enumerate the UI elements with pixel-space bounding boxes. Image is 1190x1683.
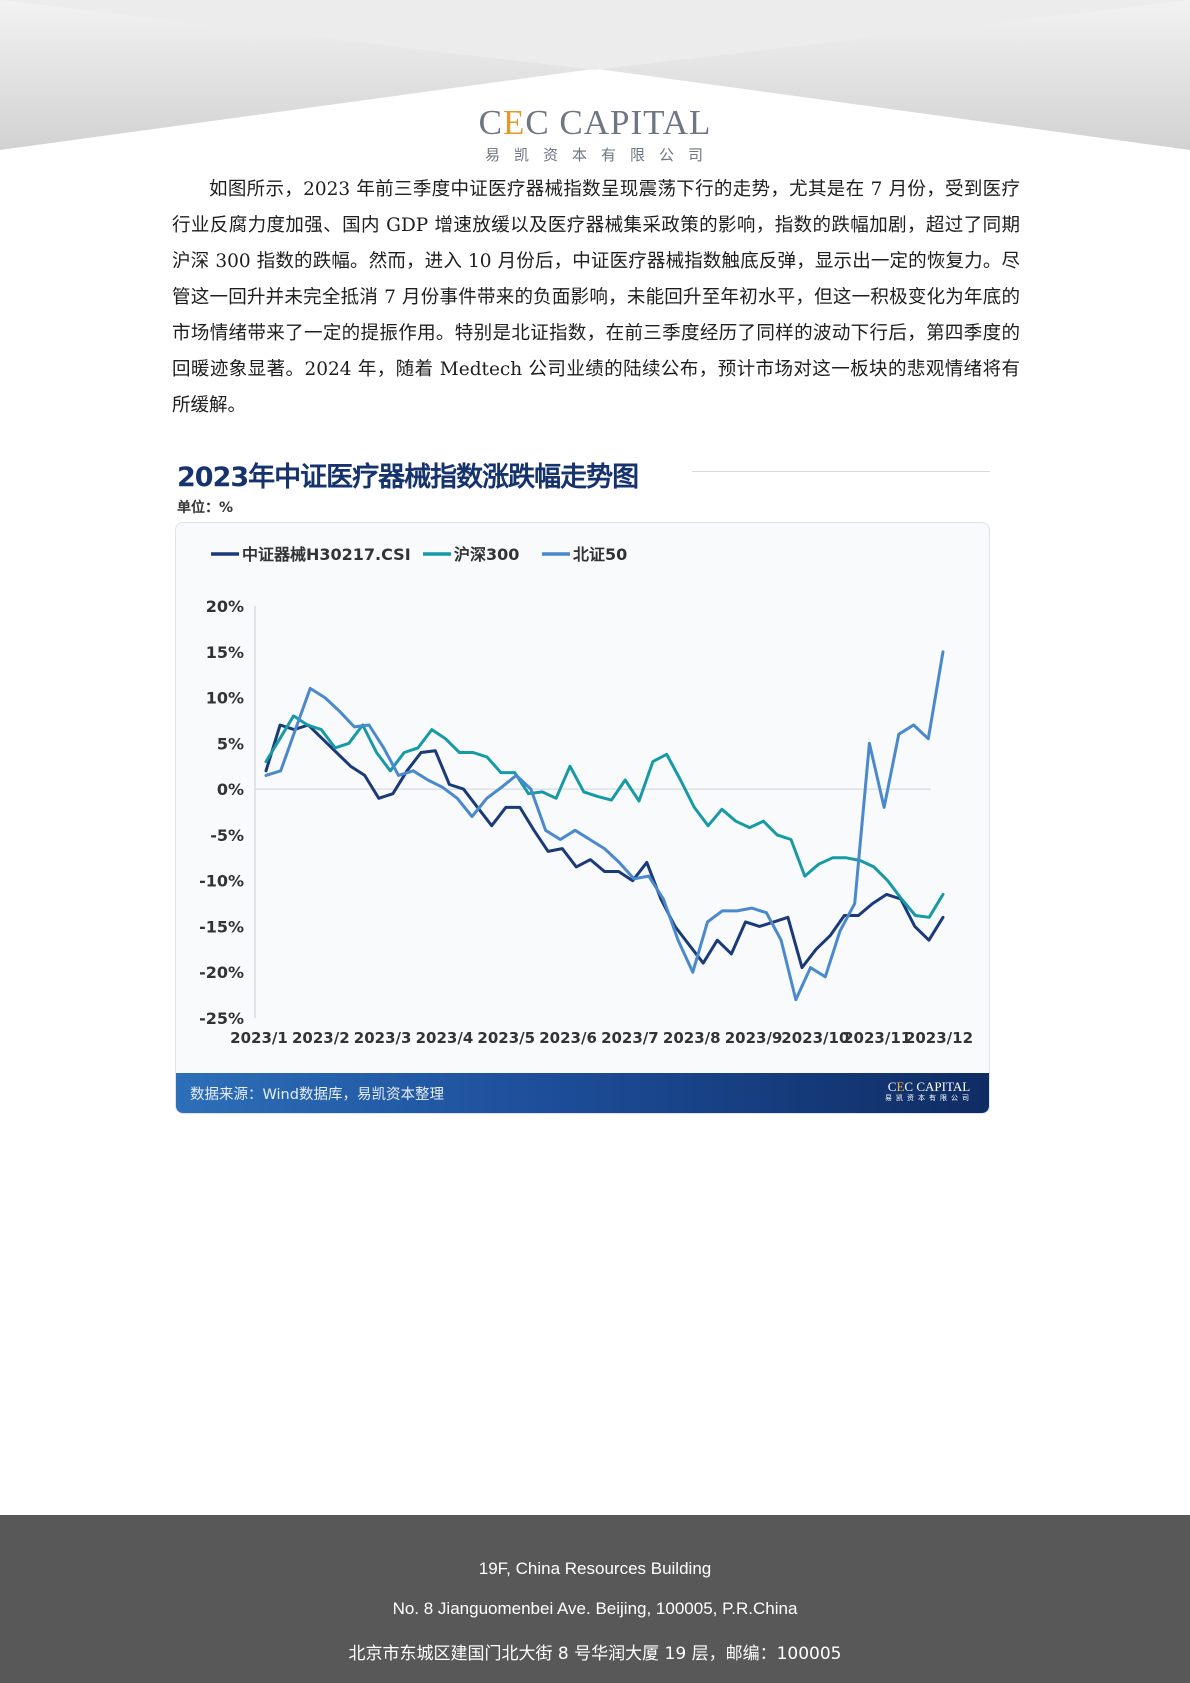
y-tick-label: -10% [199, 872, 244, 891]
x-tick-label: 2023/1 [230, 1029, 288, 1047]
y-tick-label: -20% [199, 963, 244, 982]
series-line-2 [264, 714, 945, 919]
address-line-3: 北京市东城区建国门北大街 8 号华润大厦 19 层，邮编：100005 [348, 1644, 842, 1664]
chart-card: 20% 15% 10% 5% 0% -5% -10% -15% -20% -25% 2023/1 20… [175, 522, 990, 1114]
data-source: 数据来源：Wind数据库，易凯资本整理 [190, 1087, 444, 1103]
chart-logo: CEC CAPITAL 易凯资本有限公司 [885, 1079, 973, 1103]
logo-chinese: 易凯资本有限公司 [484, 146, 717, 164]
chart-source-bar: 数据来源：Wind数据库，易凯资本整理 CEC CAPITAL 易凯资本有限公司 [176, 1073, 989, 1113]
body-paragraph: 如图所示，2023 年前三季度中证医疗器械指数呈现震荡下行的走势，尤其是在 7 … [172, 179, 1020, 416]
x-tick-label: 2023/3 [354, 1029, 412, 1047]
x-tick-label: 2023/5 [477, 1029, 535, 1047]
x-tick-label: 2023/2 [292, 1029, 350, 1047]
y-tick-label: 5% [217, 734, 244, 753]
address-line-2: No. 8 Jianguomenbei Ave. Beijing, 100005… [392, 1599, 798, 1618]
header-background [0, 0, 1190, 150]
x-tick-label: 2023/12 [905, 1029, 973, 1047]
series-line-3 [264, 650, 945, 1002]
line-chart: 20%15%10%5%0%-5%-10%-15%-20%-25%2023/1 20… [199, 545, 973, 1047]
y-tick-label: -15% [199, 917, 244, 936]
chart-unit-label: 单位：% [177, 500, 234, 516]
x-tick-label: 2023/6 [539, 1029, 597, 1047]
y-tick-label: -5% [210, 826, 244, 845]
legend-label: 沪深300 [454, 545, 519, 564]
y-tick-label: 15% [206, 643, 244, 662]
logo-english: CEC CAPITAL [478, 103, 712, 142]
company-logo: CEC CAPITAL 易凯资本有限公司 [0, 104, 1190, 165]
chart-title: 2023年中证医疗器械指数涨跌幅走势图 [177, 462, 639, 493]
x-tick-label: 2023/8 [663, 1029, 721, 1047]
y-tick-label: -25% [199, 1009, 244, 1028]
title-divider [692, 471, 990, 472]
x-tick-label: 2023/10 [781, 1029, 849, 1047]
legend-label: 北证50 [573, 545, 627, 564]
y-tick-label: 20% [206, 597, 244, 616]
legend-label: 中证器械H30217.CSI [242, 545, 411, 564]
y-tick-label: 0% [217, 780, 244, 799]
page-footer: 19F, China Resources Building No. 8 Jian… [0, 1515, 1190, 1683]
y-tick-label: 10% [206, 689, 244, 708]
x-tick-label: 2023/4 [416, 1029, 474, 1047]
series-line-1 [264, 723, 945, 970]
x-tick-label: 2023/11 [843, 1029, 911, 1047]
x-tick-label: 2023/9 [725, 1029, 783, 1047]
x-tick-label: 2023/7 [601, 1029, 659, 1047]
address-line-1: 19F, China Resources Building [478, 1559, 712, 1578]
